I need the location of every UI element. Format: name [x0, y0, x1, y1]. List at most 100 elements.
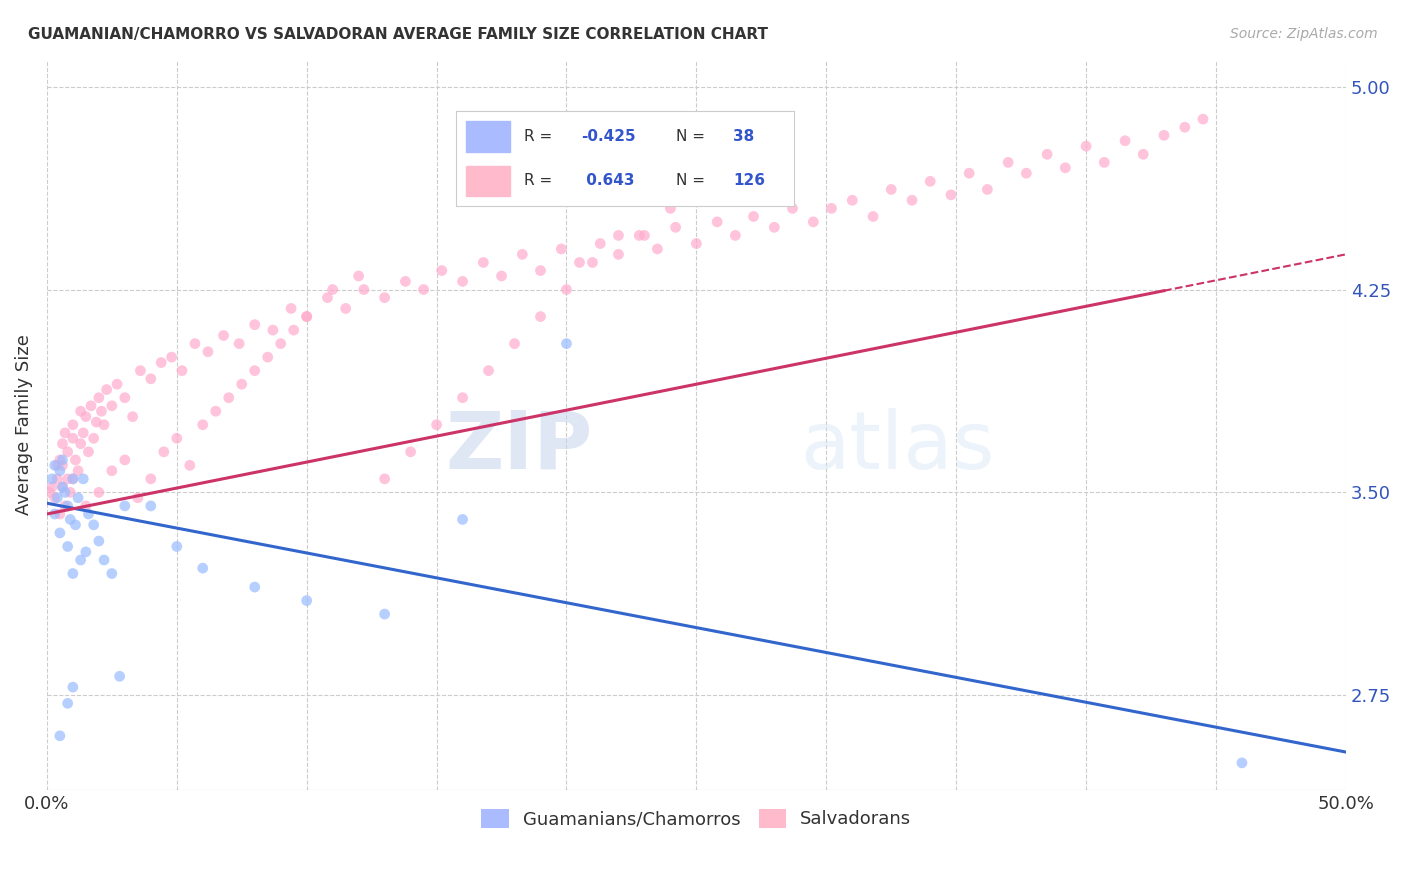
Point	[295, 593, 318, 607]
Point	[262, 323, 284, 337]
Point	[69, 436, 91, 450]
Point	[1054, 161, 1077, 175]
Point	[59, 485, 82, 500]
Point	[139, 499, 162, 513]
Point	[763, 220, 786, 235]
Point	[114, 453, 136, 467]
Point	[231, 377, 253, 392]
Point	[152, 445, 174, 459]
Point	[53, 499, 76, 513]
Point	[451, 512, 474, 526]
Point	[49, 729, 72, 743]
Point	[555, 283, 578, 297]
Point	[353, 283, 375, 297]
Point	[997, 155, 1019, 169]
Point	[665, 220, 688, 235]
Point	[170, 364, 193, 378]
Point	[62, 566, 84, 581]
Point	[62, 680, 84, 694]
Point	[87, 534, 110, 549]
Point	[1015, 166, 1038, 180]
Point	[160, 350, 183, 364]
Point	[555, 336, 578, 351]
Point	[270, 336, 292, 351]
Point	[56, 697, 79, 711]
Point	[529, 310, 551, 324]
Point	[44, 507, 66, 521]
Point	[957, 166, 980, 180]
Point	[529, 263, 551, 277]
Point	[83, 517, 105, 532]
Point	[49, 507, 72, 521]
Point	[93, 417, 115, 432]
Point	[1153, 128, 1175, 143]
Point	[280, 301, 302, 316]
Point	[65, 453, 87, 467]
Point	[62, 472, 84, 486]
Point	[56, 472, 79, 486]
Point	[295, 310, 318, 324]
Point	[139, 372, 162, 386]
Point	[114, 499, 136, 513]
Point	[49, 525, 72, 540]
Point	[782, 202, 804, 216]
Point	[44, 491, 66, 505]
Point	[51, 480, 73, 494]
Point	[101, 464, 124, 478]
Point	[83, 431, 105, 445]
Point	[51, 436, 73, 450]
Point	[322, 283, 344, 297]
Point	[256, 350, 278, 364]
Point	[191, 417, 214, 432]
Point	[706, 215, 728, 229]
Y-axis label: Average Family Size: Average Family Size	[15, 334, 32, 516]
Point	[628, 228, 651, 243]
Point	[742, 210, 765, 224]
Point	[589, 236, 612, 251]
Point	[901, 193, 924, 207]
Point	[1192, 112, 1215, 127]
Point	[53, 425, 76, 440]
Point	[56, 445, 79, 459]
Point	[69, 553, 91, 567]
Point	[197, 344, 219, 359]
Point	[56, 499, 79, 513]
Point	[72, 425, 94, 440]
Point	[1230, 756, 1253, 770]
Point	[179, 458, 201, 473]
Point	[862, 210, 884, 224]
Point	[374, 291, 396, 305]
Point	[101, 399, 124, 413]
Point	[568, 255, 591, 269]
Point	[114, 391, 136, 405]
Point	[46, 472, 69, 486]
Point	[184, 336, 207, 351]
Point	[51, 458, 73, 473]
Point	[127, 491, 149, 505]
Point	[607, 247, 630, 261]
Point	[96, 383, 118, 397]
Legend: Guamanians/Chamorros, Salvadorans: Guamanians/Chamorros, Salvadorans	[474, 802, 918, 836]
Point	[880, 182, 903, 196]
Point	[105, 377, 128, 392]
Point	[430, 263, 453, 277]
Point	[62, 417, 84, 432]
Point	[75, 545, 97, 559]
Point	[1114, 134, 1136, 148]
Point	[920, 174, 942, 188]
Point	[51, 480, 73, 494]
Point	[87, 485, 110, 500]
Point	[939, 187, 962, 202]
Point	[75, 499, 97, 513]
Point	[129, 364, 152, 378]
Point	[218, 391, 240, 405]
Point	[59, 512, 82, 526]
Point	[295, 310, 318, 324]
Point	[451, 391, 474, 405]
Point	[93, 553, 115, 567]
Point	[65, 517, 87, 532]
Text: atlas: atlas	[800, 408, 994, 485]
Point	[724, 228, 747, 243]
Point	[283, 323, 305, 337]
Point	[412, 283, 434, 297]
